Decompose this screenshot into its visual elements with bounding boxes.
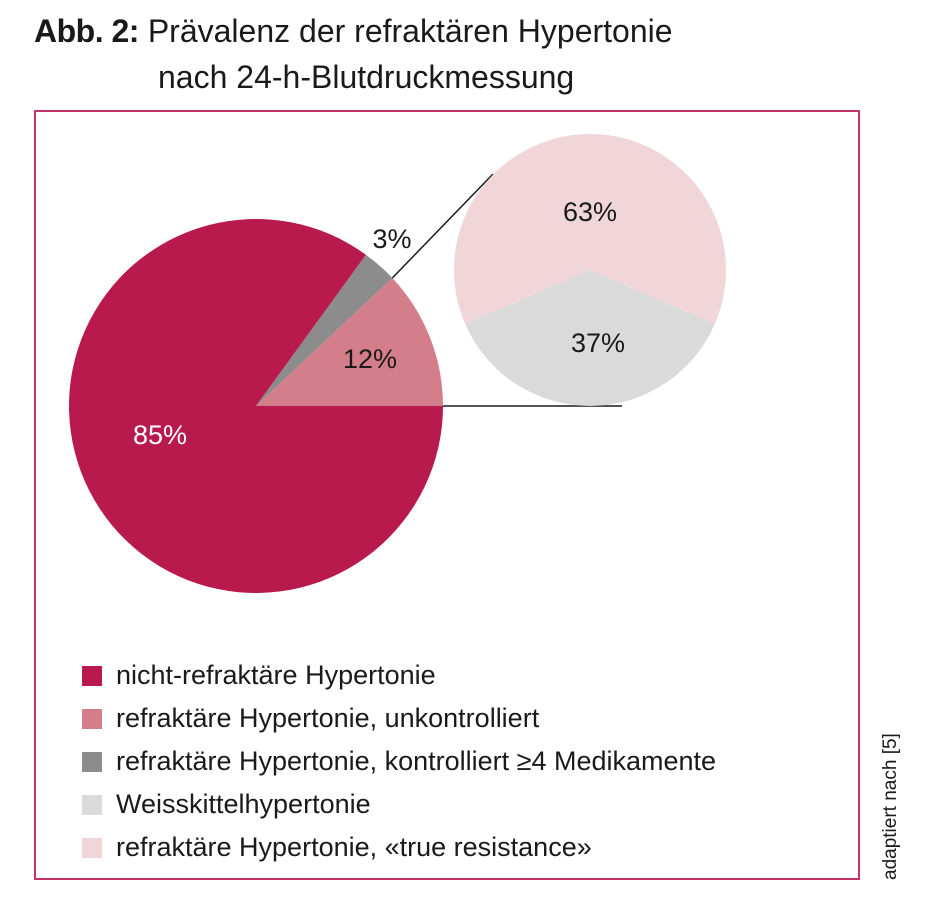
legend-swatch — [82, 794, 102, 815]
slice-label: 3% — [372, 224, 411, 254]
slice-label: 63% — [563, 197, 617, 227]
legend-label: Weisskittelhypertonie — [116, 789, 371, 819]
slice-label: 12% — [343, 344, 397, 374]
legend-label: refraktäre Hypertonie, unkontrolliert — [116, 703, 540, 733]
figure-label: Abb. 2: — [34, 13, 139, 49]
connector-line — [391, 173, 494, 279]
legend-label: refraktäre Hypertonie, «true resistance» — [116, 832, 592, 862]
legend-item: Weisskittelhypertonie — [82, 783, 716, 826]
legend-item: refraktäre Hypertonie, unkontrolliert — [82, 697, 716, 740]
source-note: adaptiert nach [5] — [880, 733, 901, 880]
legend: nicht-refraktäre Hypertonie refraktäre H… — [82, 654, 716, 869]
pie-slice — [465, 270, 715, 407]
figure-title: Abb. 2: Prävalenz der refraktären Hypert… — [34, 8, 673, 100]
pie-slice — [256, 254, 393, 406]
legend-item: refraktäre Hypertonie, kontrolliert ≥4 M… — [82, 740, 716, 783]
legend-item: refraktäre Hypertonie, «true resistance» — [82, 826, 716, 869]
legend-swatch — [82, 837, 102, 858]
slice-label: 85% — [133, 420, 187, 450]
chart-frame — [34, 110, 860, 880]
pie-slice — [68, 218, 443, 593]
figure-title-line1: Prävalenz der refraktären Hypertonie — [147, 13, 673, 49]
legend-item: nicht-refraktäre Hypertonie — [82, 654, 716, 697]
legend-label: refraktäre Hypertonie, kontrolliert ≥4 M… — [116, 746, 717, 776]
legend-swatch — [82, 708, 102, 729]
pie-slice — [454, 134, 726, 325]
pie-slice — [256, 277, 443, 406]
legend-label: nicht-refraktäre Hypertonie — [116, 660, 436, 690]
legend-swatch — [82, 751, 102, 772]
legend-swatch — [82, 665, 102, 686]
figure-title-line2: nach 24-h-Blutdruckmessung — [158, 59, 575, 95]
slice-label: 37% — [571, 328, 625, 358]
